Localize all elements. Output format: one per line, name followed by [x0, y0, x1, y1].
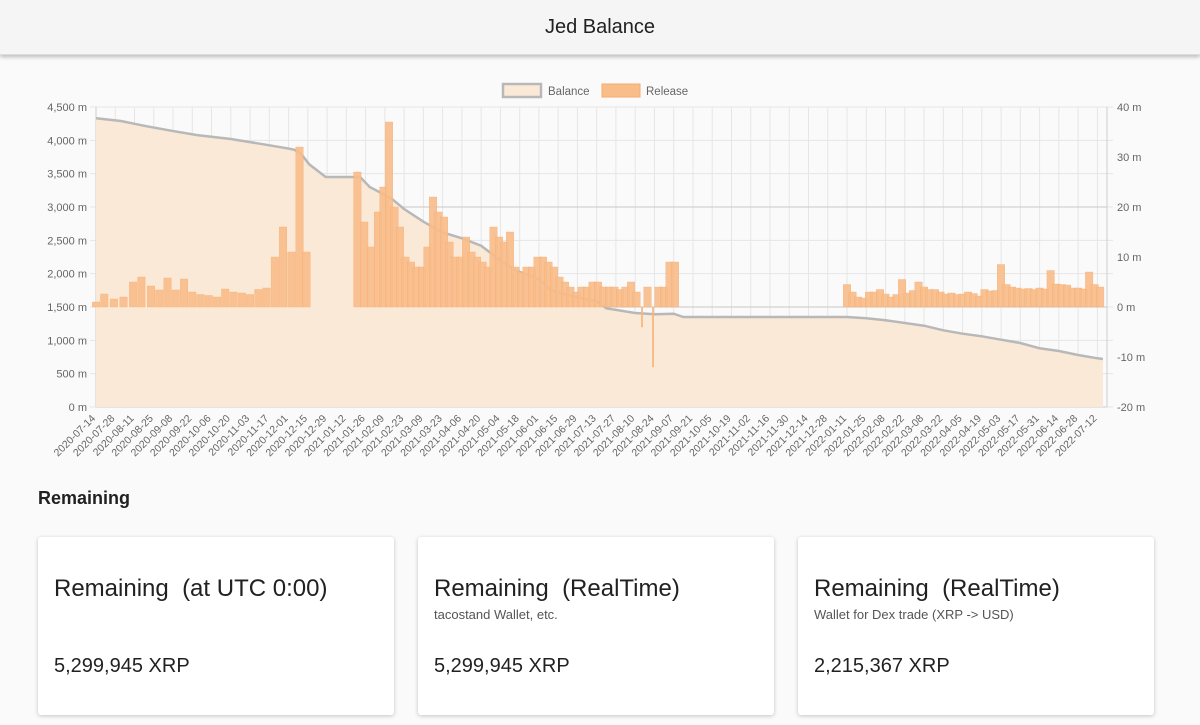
y-right-tick-label: 40 m	[1117, 102, 1141, 114]
release-bar	[163, 277, 172, 308]
app-bar: Jed Balance	[0, 0, 1200, 55]
card-title: Remaining (RealTime)	[814, 575, 1060, 602]
release-bar	[246, 294, 255, 308]
balance-release-chart: 0 m 500 m 1,000 m 1,500 m 2,000 m 2,500 m 3,00…	[47, 82, 1145, 459]
release-bar	[171, 289, 180, 308]
card-title: Remaining (at UTC 0:00)	[54, 575, 328, 602]
y-left-tick-label: 1,000 m	[47, 335, 87, 347]
y-left-tick-label: 2,000 m	[47, 269, 87, 281]
release-bar	[254, 289, 263, 308]
release-bar	[204, 295, 213, 308]
y-right-tick-label: -20 m	[1117, 402, 1145, 414]
release-bar	[262, 287, 271, 308]
y-left-tick-label: 3,000 m	[47, 202, 87, 214]
release-bar	[270, 256, 279, 308]
card-remaining-dex: Remaining (RealTime) Wallet for Dex trad…	[798, 537, 1154, 715]
y-left-tick-label: 3,500 m	[47, 169, 87, 181]
y-right-tick-label: 30 m	[1117, 152, 1141, 164]
release-bar	[302, 251, 311, 308]
card-remaining-utc: Remaining (at UTC 0:00) 5,299,945 XRP	[38, 537, 394, 715]
card-value: 5,299,945 XRP	[54, 655, 190, 677]
release-bar	[188, 291, 197, 308]
y-right-tick-label: -10 m	[1117, 352, 1145, 364]
release-bar	[652, 306, 654, 368]
release-bar	[180, 278, 189, 308]
release-bar	[279, 226, 287, 308]
card-value: 2,215,367 XRP	[814, 655, 950, 677]
y-left-tick-label: 2,500 m	[47, 235, 87, 247]
legend-label-release: Release	[646, 86, 688, 98]
release-bar	[92, 301, 101, 308]
release-bar	[221, 288, 230, 308]
legend-swatch-release	[601, 83, 641, 98]
card-remaining-realtime: Remaining (RealTime) tacostand Wallet, e…	[418, 537, 774, 715]
legend-swatch-balance	[501, 82, 543, 99]
release-bar	[237, 292, 246, 308]
y-left-tick-label: 4,500 m	[47, 102, 87, 114]
page-title: Jed Balance	[544, 15, 656, 38]
release-bar	[1096, 286, 1105, 308]
card-title: Remaining (RealTime)	[434, 575, 680, 602]
release-bar	[632, 291, 641, 308]
release-bar	[287, 251, 296, 308]
y-right-tick-label: 20 m	[1117, 202, 1141, 214]
card-subtitle: Wallet for Dex trade (XRP -> USD)	[814, 607, 1014, 622]
card-subtitle: tacostand Wallet, etc.	[434, 607, 558, 622]
release-bar	[671, 261, 679, 308]
legend-label-balance: Balance	[548, 86, 590, 98]
release-bar	[643, 286, 652, 308]
balance-area	[96, 118, 1103, 408]
y-left-tick-label: 500 m	[56, 369, 87, 381]
release-bar	[137, 276, 146, 308]
release-bar	[641, 306, 643, 328]
release-bar	[213, 296, 222, 308]
release-bar	[353, 171, 362, 308]
release-bar	[196, 294, 205, 308]
release-bar	[360, 221, 369, 308]
release-bar	[119, 296, 128, 308]
release-bar	[155, 289, 164, 308]
release-bar	[100, 293, 109, 308]
release-bar	[129, 281, 138, 308]
release-bar	[229, 291, 238, 308]
card-value: 5,299,945 XRP	[434, 655, 570, 677]
y-left-tick-label: 1,500 m	[47, 302, 87, 314]
release-bar	[367, 246, 376, 308]
release-bar	[109, 298, 118, 308]
y-left-tick-label: 0 m	[69, 402, 87, 414]
section-title: Remaining	[38, 488, 131, 508]
y-left-tick-label: 4,000 m	[47, 135, 87, 147]
y-right-tick-label: 10 m	[1117, 252, 1141, 264]
y-right-tick-label: 0 m	[1117, 302, 1135, 314]
release-bar	[147, 285, 156, 308]
release-bar	[295, 146, 304, 308]
